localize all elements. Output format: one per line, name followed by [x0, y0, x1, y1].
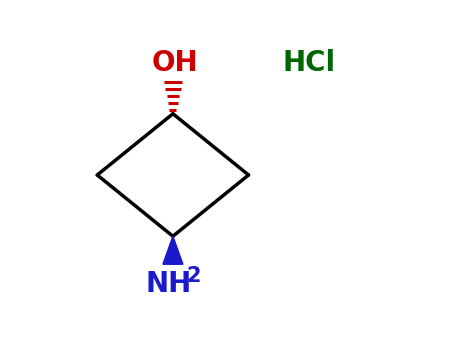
Text: 2: 2: [186, 266, 201, 286]
Text: NH: NH: [145, 270, 192, 298]
Polygon shape: [163, 236, 183, 264]
Text: OH: OH: [152, 49, 198, 77]
Text: HCl: HCl: [282, 49, 335, 77]
